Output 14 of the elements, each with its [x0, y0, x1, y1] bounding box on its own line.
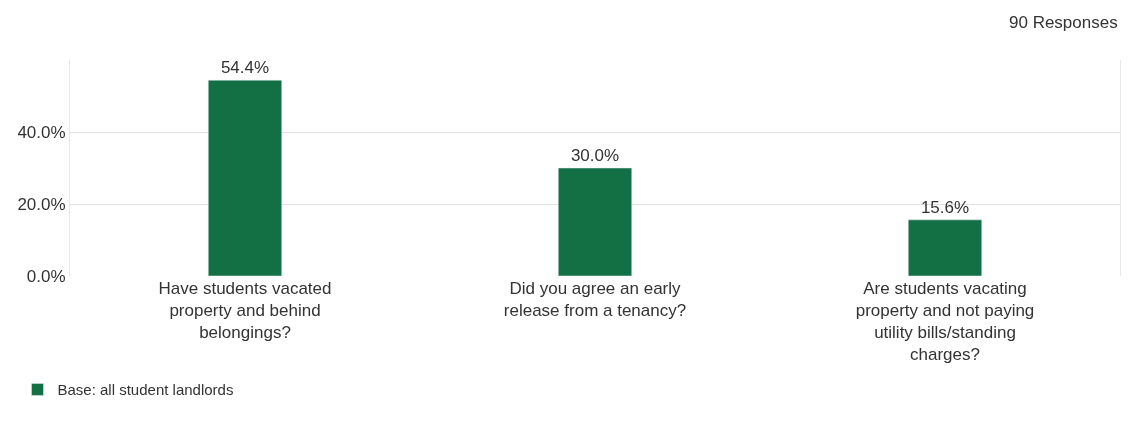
bar: [208, 79, 282, 276]
x-tick-label: Did you agree an early release from a tenancy?: [503, 279, 687, 321]
y-tick-label: 0.0%: [26, 266, 66, 286]
x-tick-label: Are students vacating property and not paying utility bills/standing charges?: [855, 279, 1035, 365]
text: 90 Responses: [1009, 13, 1118, 32]
data-label: 54.4%: [220, 58, 270, 78]
bar: [908, 219, 982, 276]
bar: [558, 167, 632, 276]
y-tick-label: 20.0%: [17, 194, 66, 214]
data-label: 15.6%: [920, 197, 970, 217]
legend-label: Base: all student landlords: [57, 381, 234, 399]
y-tick-label: 40.0%: [17, 122, 66, 142]
data-label: 30.0%: [570, 146, 620, 165]
x-tick-label: Have students vacated property and behind belongings?: [158, 279, 332, 343]
